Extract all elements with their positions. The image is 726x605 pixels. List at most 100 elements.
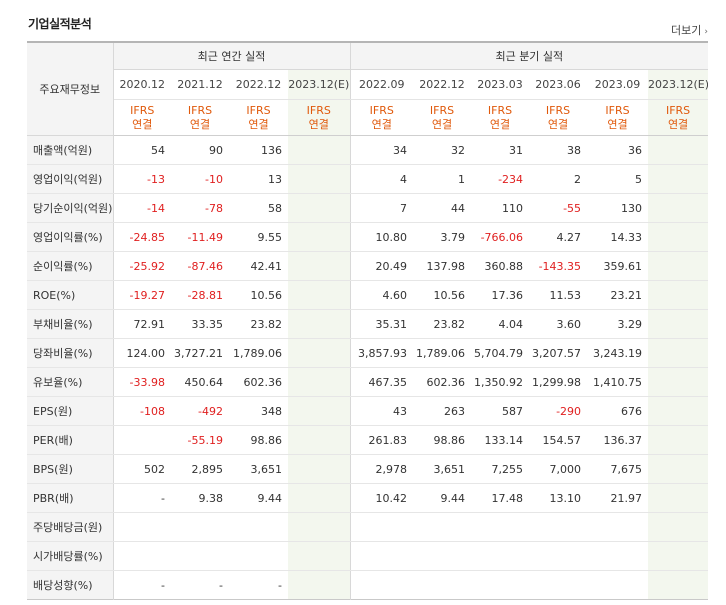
- table-row: 시가배당률(%): [27, 541, 709, 571]
- table-cell: 502: [113, 454, 171, 484]
- ifrs-label: IFRS: [369, 103, 394, 117]
- row-label: PBR(배): [27, 483, 114, 513]
- table-cell: 133.14: [471, 425, 530, 455]
- table-cell: [648, 193, 709, 223]
- table-cell: -28.81: [171, 280, 229, 310]
- ifrs-label: IFRS: [545, 103, 571, 117]
- table-cell: -234: [471, 164, 530, 194]
- table-cell: [350, 541, 414, 571]
- row-label: 유보율(%): [27, 367, 114, 397]
- table-cell: [648, 164, 709, 194]
- table-cell: 11.53: [529, 280, 588, 310]
- accounting-standard: IFRS 연결: [471, 99, 530, 136]
- row-label: 주당배당금(원): [27, 512, 114, 542]
- table-cell: [113, 425, 171, 455]
- table-cell: [648, 512, 709, 542]
- table-cell: 13: [229, 164, 288, 194]
- period-header: 2023.12(E): [288, 69, 351, 100]
- table-cell: -13: [113, 164, 171, 194]
- table-cell: 7,000: [529, 454, 588, 484]
- ifrs-label: IFRS: [187, 103, 213, 117]
- ifrs-label: IFRS: [306, 103, 331, 117]
- table-cell: [648, 280, 709, 310]
- table-cell: 3.60: [529, 309, 588, 339]
- table-cell: 136.37: [587, 425, 649, 455]
- table-cell: 124.00: [113, 338, 171, 368]
- table-cell: 34: [350, 135, 414, 165]
- period-header: 2021.12: [171, 69, 229, 100]
- accounting-standard: IFRS 연결: [587, 99, 649, 136]
- table-cell: 23.82: [229, 309, 288, 339]
- table-cell: 3,857.93: [350, 338, 414, 368]
- row-label: 시가배당률(%): [27, 541, 114, 571]
- table-cell: 44: [413, 193, 472, 223]
- table-cell: 23.82: [413, 309, 472, 339]
- period-header: 2023.06: [529, 69, 588, 100]
- row-label: ROE(%): [27, 280, 114, 310]
- group-header-quarter: 최근 분기 실적: [350, 42, 709, 70]
- table-cell: [648, 135, 709, 165]
- table-cell: [288, 454, 351, 484]
- table-cell: 1,789.06: [413, 338, 472, 368]
- table-cell: 13.10: [529, 483, 588, 513]
- table-cell: [350, 571, 413, 600]
- table-row: 영업이익(억원) -13 -10 13 4 1 -234 2 5: [27, 164, 709, 194]
- table-cell: [288, 512, 351, 542]
- table-cell: [113, 512, 171, 542]
- table-cell: [288, 367, 351, 397]
- table-cell: 3,727.21: [171, 338, 229, 368]
- consolidated-label: 연결: [489, 117, 511, 131]
- table-row: 순이익률(%) -25.92 -87.46 42.41 20.49 137.98 360.8…: [27, 251, 709, 281]
- table-cell: -108: [113, 396, 171, 426]
- table-cell: -19.27: [113, 280, 171, 310]
- table-cell: [648, 338, 709, 368]
- table-cell: [648, 570, 709, 600]
- table-cell: [288, 338, 351, 368]
- table-cell: [229, 512, 288, 542]
- table-cell: 9.55: [229, 222, 288, 252]
- table-cell: -: [161, 578, 165, 592]
- table-cell: 2: [529, 164, 588, 194]
- table-cell: [648, 541, 709, 571]
- table-cell: [288, 483, 351, 513]
- consolidated-label: 연결: [607, 117, 628, 131]
- row-label: 영업이익률(%): [27, 222, 114, 252]
- period-header: 2022.12: [229, 69, 288, 100]
- table-cell: 2,895: [171, 454, 229, 484]
- table-cell: 360.88: [471, 251, 530, 281]
- table-cell: 130: [587, 193, 649, 223]
- table-cell: [471, 541, 530, 571]
- accounting-standard: IFRS 연결: [113, 99, 171, 136]
- col-header-label: 주요재무정보: [27, 42, 114, 136]
- table-cell: 137.98: [413, 251, 472, 281]
- consolidated-label: 연결: [248, 117, 269, 131]
- ifrs-label: IFRS: [605, 103, 630, 117]
- table-cell: [288, 135, 351, 165]
- table-cell: 348: [229, 396, 288, 426]
- table-cell: 7,675: [587, 454, 649, 484]
- table-cell: 10.56: [413, 280, 472, 310]
- row-label: BPS(원): [27, 454, 114, 484]
- table-cell: 36: [587, 135, 649, 165]
- table-cell: 1,410.75: [587, 367, 649, 397]
- consolidated-label: 연결: [308, 117, 329, 131]
- table-cell: [288, 222, 351, 252]
- table-cell: [648, 396, 709, 426]
- table-cell: -55: [529, 193, 588, 223]
- table-cell: [471, 512, 530, 542]
- table-cell: 110: [471, 193, 530, 223]
- consolidated-label: 연결: [189, 117, 211, 131]
- table-cell: 359.61: [587, 251, 649, 281]
- table-cell: [171, 512, 229, 542]
- table-cell: 90: [171, 135, 229, 165]
- table-cell: -143.35: [529, 251, 588, 281]
- table-cell: [413, 571, 471, 600]
- table-cell: 23.21: [587, 280, 649, 310]
- accounting-standard: IFRS 연결: [350, 99, 414, 136]
- table-cell: 4.60: [350, 280, 414, 310]
- table-cell: [288, 164, 351, 194]
- more-link[interactable]: 더보기 ›: [671, 22, 708, 38]
- table-cell: 3,651: [229, 454, 288, 484]
- ifrs-label: IFRS: [487, 103, 513, 117]
- period-header: 2023.09: [587, 69, 649, 100]
